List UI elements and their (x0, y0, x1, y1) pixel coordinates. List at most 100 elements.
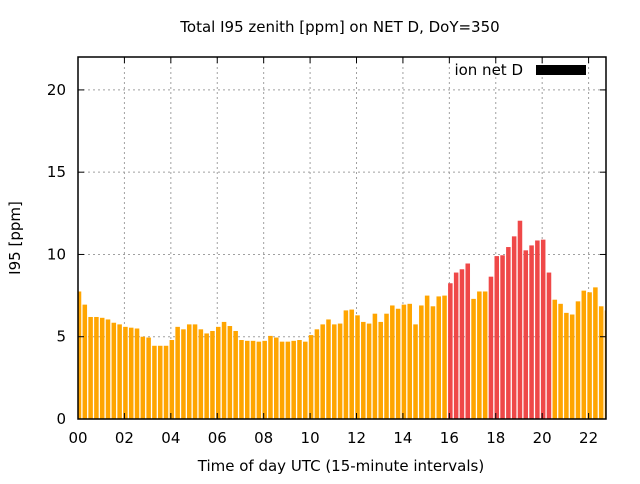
legend-label: ion net D (454, 61, 523, 79)
bar (413, 324, 418, 419)
bar (349, 309, 354, 419)
bar (291, 340, 296, 419)
bar (99, 317, 105, 419)
bar (523, 250, 529, 419)
x-tick-label: 04 (161, 429, 180, 447)
bar (117, 324, 122, 419)
bar (546, 272, 552, 419)
bar (361, 321, 366, 419)
chart-title: Total I95 zenith [ppm] on NET D, DoY=350 (179, 18, 499, 36)
bar (134, 328, 140, 419)
bar (540, 239, 546, 419)
x-tick-label: 12 (347, 429, 366, 447)
bar (308, 335, 314, 419)
bar (175, 326, 180, 419)
bar (215, 326, 221, 419)
bar (262, 340, 267, 419)
bar (198, 329, 204, 419)
bar (227, 326, 233, 419)
bar (210, 330, 215, 419)
bar (482, 291, 488, 419)
x-tick-label: 06 (208, 429, 227, 447)
bar (123, 326, 128, 419)
bar (128, 327, 134, 419)
legend-swatch (536, 65, 586, 75)
bar (163, 345, 169, 419)
bar (558, 303, 563, 419)
bar (94, 316, 99, 419)
bar (459, 269, 465, 419)
bar (332, 324, 337, 419)
bar (157, 345, 163, 419)
bar (535, 240, 540, 419)
y-tick-label: 5 (56, 328, 66, 346)
bar (424, 295, 430, 419)
bar (430, 306, 436, 419)
bar (569, 314, 575, 419)
bar (419, 305, 424, 419)
bar (506, 247, 511, 419)
y-axis-ticks: 0 5 10 15 20 (47, 81, 606, 428)
legend: ion net D (454, 61, 586, 79)
bar (355, 315, 360, 419)
bar (297, 340, 302, 419)
bars (78, 220, 606, 419)
y-axis-label: I95 [ppm] (6, 201, 24, 275)
bar (390, 305, 395, 419)
bar (517, 220, 523, 419)
bar (442, 295, 447, 419)
bar (343, 310, 349, 419)
bar (436, 296, 441, 419)
bar (245, 340, 250, 419)
bar (575, 301, 581, 419)
bar (78, 291, 82, 419)
bar (256, 341, 262, 419)
bar (494, 256, 500, 419)
bar (250, 340, 256, 419)
bar (204, 333, 209, 419)
x-tick-label: 14 (393, 429, 412, 447)
bar (552, 299, 558, 419)
bar (407, 303, 412, 419)
x-tick-label: 02 (115, 429, 134, 447)
bar (488, 276, 494, 419)
y-tick-label: 15 (47, 163, 66, 181)
bar (285, 341, 291, 419)
x-tick-label: 08 (254, 429, 273, 447)
bar (314, 329, 320, 419)
x-tick-label: 10 (301, 429, 320, 447)
bar (598, 306, 604, 419)
bar (471, 298, 476, 419)
bar (465, 263, 471, 419)
y-tick-label: 10 (47, 245, 66, 263)
bar (366, 323, 372, 419)
bar (105, 319, 111, 419)
plot-frame (77, 56, 607, 420)
x-tick-label: 00 (68, 429, 87, 447)
x-tick-label: 22 (579, 429, 598, 447)
bar (186, 324, 192, 419)
bar (477, 291, 482, 419)
x-axis-ticks: 00 02 04 06 08 10 12 14 16 18 20 22 (68, 57, 598, 447)
bar (453, 272, 459, 419)
y-tick-label: 0 (56, 410, 66, 428)
bar (82, 304, 88, 419)
bar (303, 341, 308, 419)
y-tick-label: 20 (47, 81, 66, 99)
x-axis-label: Time of day UTC (15-minute intervals) (197, 457, 484, 475)
bar (448, 283, 453, 419)
bar (564, 312, 569, 419)
bar (88, 316, 93, 419)
x-tick-label: 20 (533, 429, 552, 447)
bar (239, 340, 244, 419)
bar (372, 313, 378, 419)
bar (337, 323, 343, 419)
bar (384, 313, 389, 419)
bar (320, 324, 325, 419)
bar (500, 255, 505, 419)
bar (233, 330, 238, 419)
bar (221, 321, 227, 419)
bar (140, 336, 146, 419)
bar (169, 340, 175, 419)
